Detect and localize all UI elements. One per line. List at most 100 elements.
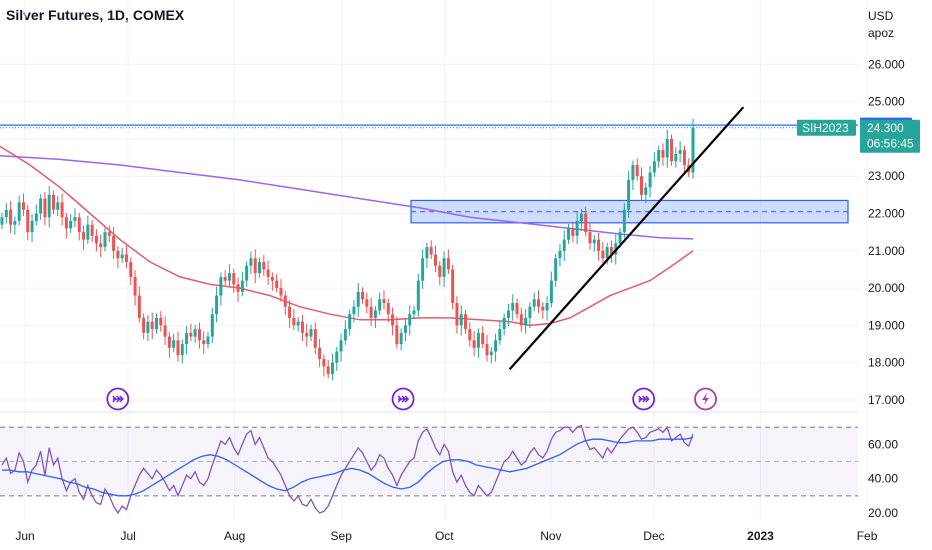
candle-body [4,209,8,218]
price-tick-label: 20.000 [868,281,905,295]
candle-body [588,232,592,244]
time-axis[interactable]: Jun Jul Aug Sep Oct Nov Dec 2023 Feb [15,529,877,543]
candle-body [343,329,347,341]
lightning-circle-icon[interactable] [694,387,717,411]
resistance-zone[interactable] [0,124,858,224]
price-tick-label: 22.000 [868,207,905,221]
candle-body [82,232,86,240]
candle-body [352,306,356,315]
moving-average-long [0,154,694,240]
candle-body [691,127,695,173]
candle-body [528,306,532,318]
price-tick-label: 23.000 [868,169,905,183]
candle-body [412,310,416,315]
price-tick-label: 21.000 [868,244,905,258]
candle-body [575,220,579,236]
candle-body [176,340,180,356]
candle-body [116,250,120,259]
rsi-signal-line [2,436,694,497]
candle-body [635,165,639,177]
candle-body [421,258,425,281]
candle-body [34,213,38,221]
candle-body [365,299,369,307]
time-tick-label: Sep [331,529,353,543]
candle-body [597,239,601,251]
candle-body [47,194,51,218]
candle-body [481,332,485,345]
candle-body [335,351,339,363]
candle-body [249,258,253,266]
candle-body [438,265,442,277]
candle-body [605,247,609,259]
candle-body [485,344,489,356]
price-axis[interactable]: USD apoz 17.000 18.000 19.000 20.000 21.000 2… [868,9,905,407]
arrow-right-circle-icon[interactable] [391,387,415,411]
candle-body [159,317,163,326]
candle-body [361,291,365,300]
candle-body [661,150,665,158]
candle-body [185,332,189,345]
moving-average-lines [0,145,694,327]
candle-body [639,176,643,195]
arrow-right-circle-icon[interactable] [106,387,130,411]
candle-body [240,280,244,292]
candle-body [674,153,678,162]
candle-body [670,138,674,162]
candle-body [386,303,390,315]
price-tick-label: 26.000 [868,57,905,71]
candle-body [511,303,515,311]
rsi-tick-label: 60.00 [868,437,898,451]
candle-body [464,314,468,330]
candle-body [472,340,476,348]
candle-body [425,247,429,259]
candle-body [494,340,498,352]
grid-lines [0,0,868,520]
candle-body [408,314,412,326]
candle-body [26,209,30,233]
candle-body [442,258,446,277]
price-tick-label: 19.000 [868,318,905,332]
candle-body [283,295,287,307]
candle-body [399,332,403,345]
candle-body [631,165,635,180]
candle-body [429,247,433,255]
price-tick-label: 17.000 [868,393,905,407]
candle-body [524,317,528,326]
candle-body [99,243,103,248]
time-tick-label: Aug [224,529,245,543]
candle-body [682,150,686,166]
candle-body [395,325,399,345]
candle-body [0,217,4,225]
candle-body [579,213,583,221]
candle-body [571,228,575,236]
candle-body [288,306,292,318]
candle-body [567,228,571,240]
candle-body [69,220,73,229]
symbol-tag [797,119,856,136]
candle-body [313,329,317,348]
candle-body [172,340,176,348]
candle-body [133,276,137,296]
candle-body [330,362,334,374]
candle-body [17,202,21,221]
ascending-trendline [508,106,745,371]
candle-body [348,314,352,330]
candle-body [382,299,386,304]
candle-body [318,347,322,359]
candle-body [592,239,596,244]
candle-body [369,306,373,318]
candle-body [275,280,279,289]
candle-body [622,209,626,233]
candle-body [219,276,223,296]
candle-body [545,303,549,311]
candle-body [648,172,652,188]
trendline[interactable] [508,106,745,371]
arrow-glyph [397,395,410,403]
event-markers[interactable] [106,387,717,411]
arrow-right-circle-icon[interactable] [632,387,656,411]
time-tick-label: 2023 [747,529,774,543]
candle-body [245,265,249,281]
price-tick-label: 18.000 [868,356,905,370]
price-tick-label: 25.000 [868,95,905,109]
